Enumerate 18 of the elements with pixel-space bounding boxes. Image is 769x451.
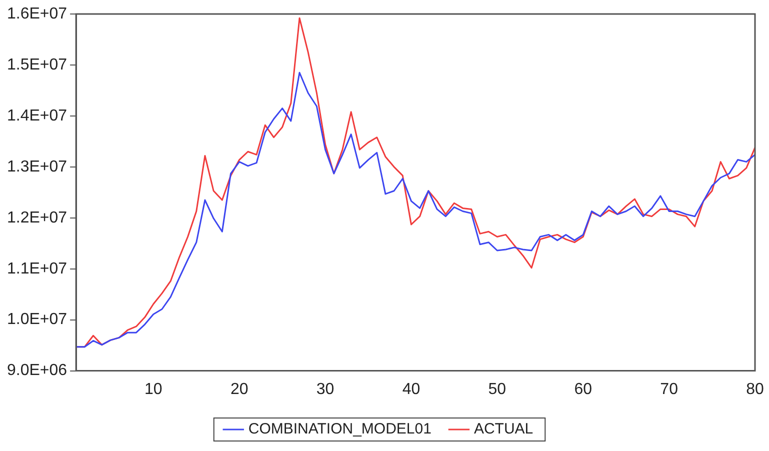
x-tick-label: 40 [402, 380, 420, 398]
x-tick-label: 30 [316, 380, 334, 398]
x-tick-label: 10 [144, 380, 162, 398]
x-tick-label: 70 [660, 380, 678, 398]
legend-label: COMBINATION_MODEL01 [248, 420, 432, 438]
x-tick-label: 20 [230, 380, 248, 398]
y-tick-label: 1.1E+07 [6, 260, 68, 278]
x-tick-label: 60 [574, 380, 592, 398]
x-tick-label: 80 [746, 380, 764, 398]
legend-label: ACTUAL [474, 420, 534, 438]
y-tick-label: 1.2E+07 [6, 209, 68, 226]
y-tick-label: 1.5E+07 [6, 56, 68, 74]
y-tick-label: 1.0E+07 [6, 311, 68, 328]
y-tick-label: 1.4E+07 [6, 107, 68, 124]
x-tick-label: 50 [488, 380, 506, 398]
y-tick-label: 1.3E+07 [6, 158, 68, 176]
y-tick-label: 9.0E+06 [6, 362, 68, 380]
y-tick-label: 1.6E+07 [6, 5, 68, 22]
